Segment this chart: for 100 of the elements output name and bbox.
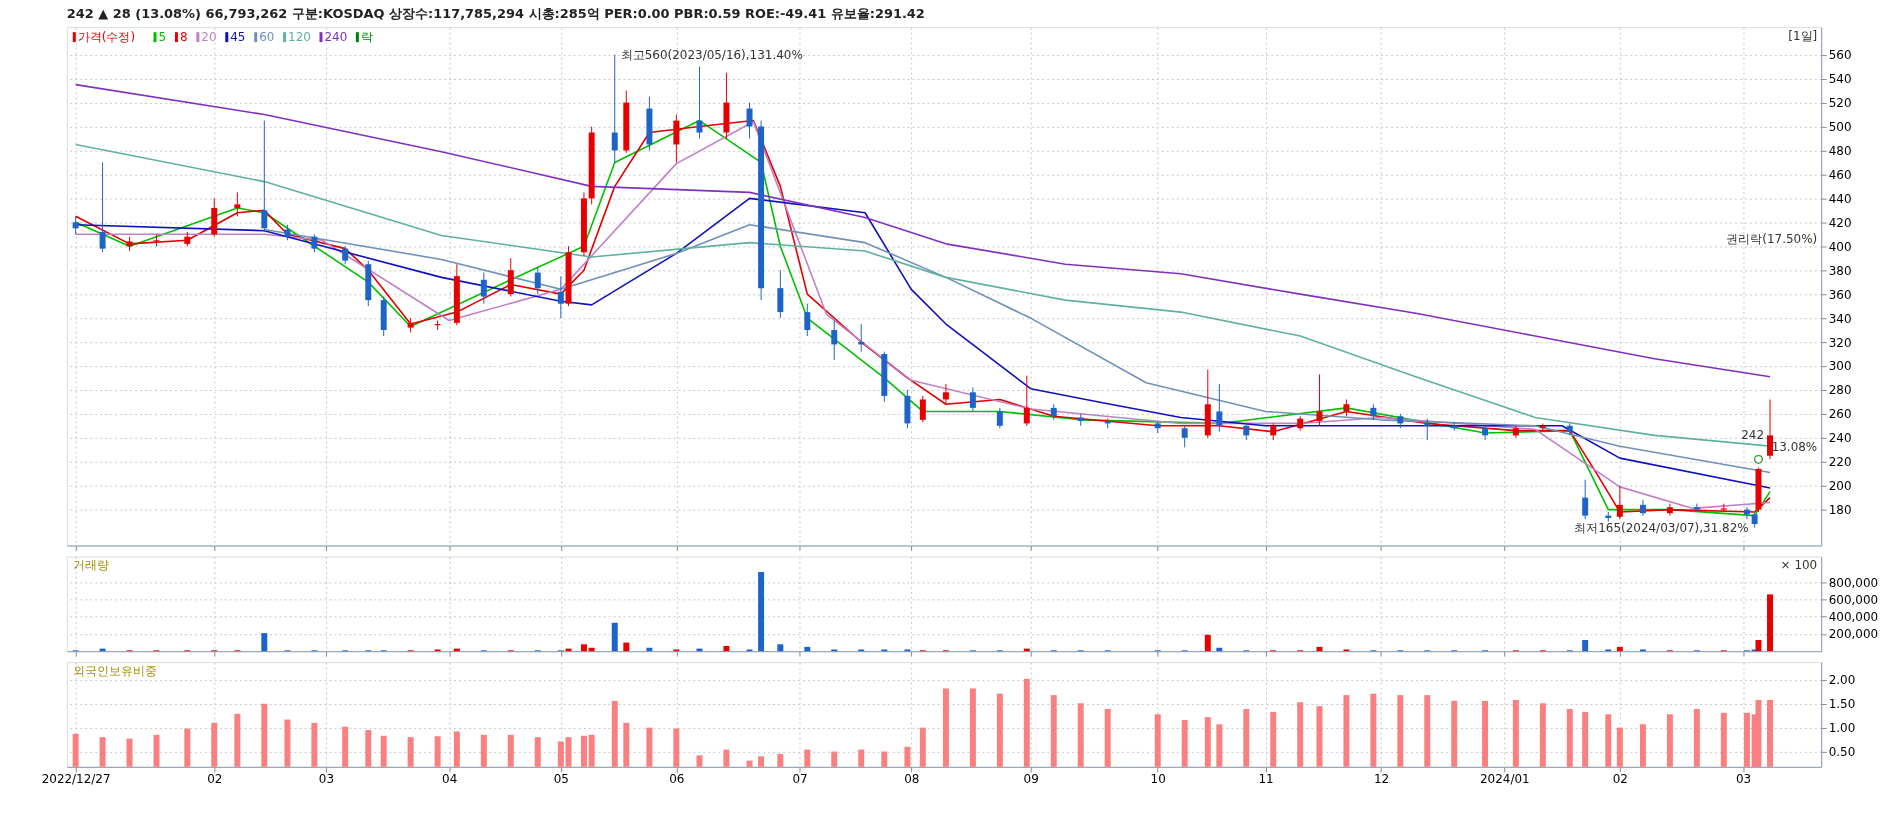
bar bbox=[580, 644, 587, 652]
y-tick-label: 220 bbox=[1828, 455, 1852, 470]
x-tick-label: 03 bbox=[318, 772, 335, 787]
bar bbox=[611, 622, 618, 652]
y-tick-label: 300 bbox=[1828, 359, 1852, 374]
y-tick-label: 420 bbox=[1828, 215, 1852, 230]
annotation: 권리락(17.50%) bbox=[1726, 232, 1818, 247]
y-tick-label: 340 bbox=[1828, 311, 1852, 326]
bar bbox=[1204, 634, 1211, 652]
x-tick-label: 10 bbox=[1150, 772, 1166, 787]
legend-label: 120 bbox=[288, 30, 311, 45]
annotation: 13.08% bbox=[1771, 439, 1818, 454]
x-tick-label: 03 bbox=[1735, 772, 1752, 787]
y-tick-label: 800,000 bbox=[1828, 575, 1879, 590]
x-tick-label: 2024/01 bbox=[1479, 772, 1530, 787]
x-tick-label: 09 bbox=[1023, 772, 1039, 787]
candlestick bbox=[1316, 373, 1323, 427]
bar bbox=[623, 642, 630, 652]
legend-label: 가격(수정) bbox=[77, 30, 136, 45]
bar bbox=[261, 633, 268, 652]
x-tick-label: 02 bbox=[207, 772, 223, 787]
y-tick-label: 240 bbox=[1828, 431, 1852, 446]
y-tick-label: 0.50 bbox=[1828, 745, 1856, 760]
x-tick-label: 02 bbox=[1612, 772, 1628, 787]
candlestick bbox=[1424, 418, 1431, 441]
annotation: × 100 bbox=[1780, 558, 1818, 573]
legend-label: 5 bbox=[158, 30, 167, 45]
candlestick bbox=[1639, 499, 1646, 517]
bar bbox=[1767, 594, 1774, 652]
candlestick bbox=[1023, 375, 1030, 427]
y-tick-label: 360 bbox=[1828, 287, 1852, 302]
y-tick-label: 540 bbox=[1828, 72, 1852, 87]
candlestick bbox=[996, 407, 1003, 429]
candlestick bbox=[1582, 479, 1589, 520]
annotation: 242 bbox=[1741, 428, 1765, 443]
x-tick-label: 05 bbox=[553, 772, 569, 787]
bar bbox=[1316, 646, 1323, 652]
y-tick-label: 600,000 bbox=[1828, 593, 1879, 608]
bar bbox=[758, 571, 765, 652]
candlestick bbox=[534, 267, 541, 295]
annotation: 최고560(2023/05/16),131.40% bbox=[620, 47, 803, 62]
chart-title: 거래량 bbox=[72, 558, 109, 573]
candlestick bbox=[969, 387, 976, 412]
candlestick bbox=[1767, 398, 1774, 460]
x-tick-label: 2022/12/27 bbox=[41, 772, 111, 787]
candlestick bbox=[804, 303, 811, 337]
candlestick bbox=[942, 383, 949, 405]
candlestick bbox=[831, 319, 838, 361]
y-tick-label: 1.00 bbox=[1828, 721, 1856, 736]
legend-label: 60 bbox=[259, 30, 275, 45]
bar bbox=[777, 644, 784, 652]
candlestick bbox=[1181, 425, 1188, 448]
bar bbox=[1755, 640, 1762, 652]
x-tick-label: 12 bbox=[1373, 772, 1390, 787]
candlestick bbox=[611, 54, 618, 163]
y-tick-label: 560 bbox=[1828, 48, 1852, 63]
candlestick bbox=[777, 269, 784, 319]
y-tick-label: 400,000 bbox=[1828, 610, 1879, 625]
candlestick bbox=[746, 102, 753, 140]
y-tick-label: 1.50 bbox=[1828, 697, 1856, 712]
x-tick-label: 06 bbox=[669, 772, 685, 787]
legend-label: 락 bbox=[360, 30, 373, 45]
bar bbox=[804, 646, 811, 652]
y-tick-label: 200 bbox=[1828, 479, 1852, 494]
y-tick-label: 520 bbox=[1828, 96, 1852, 111]
chart-title: 242 ▲ 28 (13.08%) 66,793,262 구분:KOSDAQ 상장수:117,785,294 시총:285억 PER:0.00 PBR:0.59 ROE:-49.41 유보율:291.42 bbox=[66, 6, 925, 22]
legend-label: 20 bbox=[201, 30, 217, 45]
legend-label: 8 bbox=[179, 30, 188, 45]
candlestick bbox=[507, 257, 514, 298]
y-tick-label: 260 bbox=[1828, 407, 1852, 422]
x-tick-label: 08 bbox=[904, 772, 920, 787]
candlestick bbox=[919, 395, 926, 423]
x-tick-label: 11 bbox=[1258, 772, 1274, 787]
y-tick-label: 320 bbox=[1828, 335, 1852, 350]
y-tick-label: 400 bbox=[1828, 239, 1852, 254]
candlestick bbox=[234, 191, 241, 217]
candlestick bbox=[99, 161, 106, 253]
y-tick-label: 200,000 bbox=[1828, 627, 1879, 642]
candlestick bbox=[1482, 425, 1489, 441]
legend-label: 240 bbox=[324, 30, 348, 45]
chart-title: 외국인보유비중 bbox=[72, 664, 157, 679]
y-tick-label: 380 bbox=[1828, 263, 1852, 278]
y-tick-label: 480 bbox=[1828, 143, 1852, 158]
candlestick bbox=[261, 120, 268, 233]
bar bbox=[723, 646, 730, 652]
y-tick-label: 440 bbox=[1828, 191, 1852, 206]
candlestick bbox=[1693, 503, 1700, 513]
y-tick-label: 2.00 bbox=[1828, 673, 1856, 688]
candlestick bbox=[1216, 383, 1223, 433]
x-tick-label: 07 bbox=[792, 772, 808, 787]
annotation: 최저165(2024/03/07),31.82% bbox=[1574, 520, 1749, 535]
x-tick-label: 04 bbox=[442, 772, 458, 787]
bar bbox=[1616, 646, 1623, 652]
y-tick-label: 460 bbox=[1828, 167, 1852, 182]
y-tick-label: 500 bbox=[1828, 120, 1852, 135]
candlestick bbox=[696, 66, 703, 140]
candlestick bbox=[557, 275, 564, 319]
candlestick bbox=[480, 272, 487, 305]
bar bbox=[1582, 640, 1589, 652]
y-tick-label: 180 bbox=[1828, 503, 1852, 518]
